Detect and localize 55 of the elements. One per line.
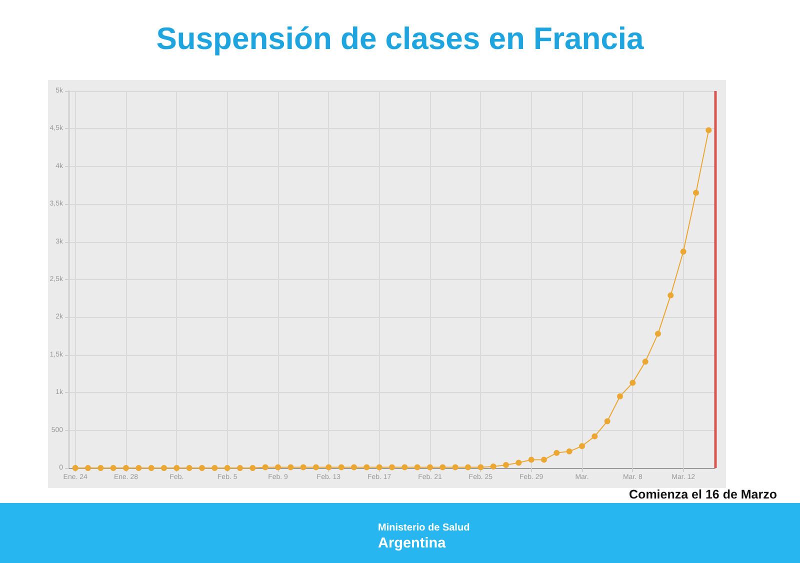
point — [351, 464, 357, 470]
point — [250, 465, 256, 471]
point — [402, 464, 408, 470]
point — [630, 380, 636, 386]
point — [98, 465, 104, 471]
point — [528, 456, 534, 463]
point — [490, 463, 496, 470]
point — [566, 448, 572, 454]
point — [478, 464, 484, 470]
point — [326, 464, 332, 470]
point — [110, 465, 116, 471]
point — [262, 464, 268, 470]
text: Ministerio de Salud — [378, 522, 470, 534]
point — [414, 464, 420, 470]
point — [364, 464, 370, 470]
point — [199, 465, 205, 471]
text: Argentina — [378, 536, 447, 552]
point — [427, 464, 433, 470]
point — [465, 464, 471, 470]
point — [668, 292, 674, 298]
point — [541, 456, 547, 463]
point — [642, 358, 648, 365]
chart-title: Suspensión de clases en Francia — [156, 21, 645, 56]
point — [123, 465, 129, 471]
point — [680, 248, 686, 255]
point — [617, 393, 623, 400]
point — [237, 465, 243, 471]
point — [452, 464, 458, 470]
point — [579, 443, 585, 450]
point — [212, 465, 218, 471]
point — [161, 465, 167, 471]
point — [440, 464, 446, 470]
point — [693, 190, 699, 196]
point — [72, 465, 78, 471]
point — [224, 465, 230, 471]
point — [313, 464, 319, 470]
point — [554, 450, 560, 456]
point — [148, 465, 154, 471]
point — [706, 127, 712, 134]
point — [516, 460, 522, 466]
point — [604, 418, 610, 424]
point — [85, 465, 91, 471]
point — [186, 465, 192, 471]
point — [376, 464, 382, 470]
ref-line-label: Comienza el 16 de Marzo — [629, 488, 778, 502]
point — [300, 464, 306, 470]
point — [655, 330, 661, 337]
point — [136, 465, 142, 471]
point — [503, 462, 509, 468]
point — [174, 465, 180, 471]
point — [389, 464, 395, 470]
point — [275, 464, 281, 470]
point — [592, 433, 598, 440]
point — [338, 464, 344, 470]
point — [288, 464, 294, 470]
